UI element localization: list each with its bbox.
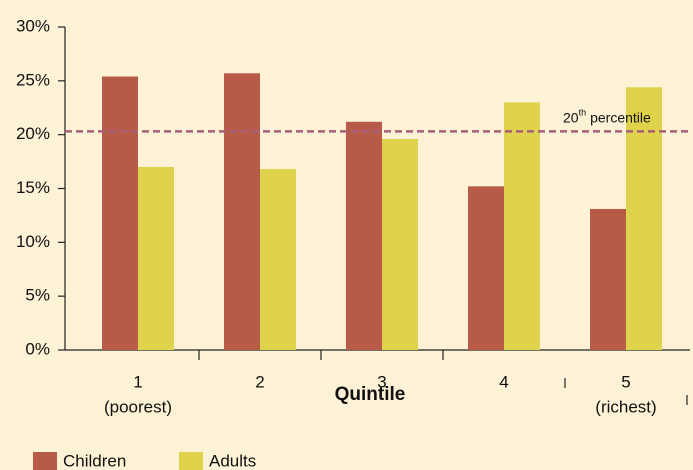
- reference-label: 20th percentile: [563, 108, 651, 125]
- bar: [468, 186, 504, 350]
- y-tick-label: 10%: [16, 232, 50, 251]
- y-tick-label: 15%: [16, 178, 50, 197]
- y-tick-label: 30%: [16, 16, 50, 35]
- y-tick-label: 25%: [16, 70, 50, 89]
- legend-label: Adults: [209, 451, 256, 470]
- x-tick-label: 5: [621, 372, 630, 391]
- x-tick-label: 3: [377, 372, 386, 391]
- x-tick-label: 1: [133, 372, 142, 391]
- y-tick-label: 20%: [16, 124, 50, 143]
- bar: [626, 87, 662, 350]
- y-tick-label: 0%: [25, 339, 50, 358]
- reference-label-number: 20: [563, 109, 579, 125]
- bar: [346, 121, 382, 350]
- y-tick-label: 5%: [25, 286, 50, 305]
- legend-label: Children: [63, 451, 126, 470]
- x-tick-sublabel: (poorest): [104, 397, 172, 416]
- bar: [224, 73, 260, 351]
- legend-swatch: [33, 452, 57, 470]
- x-tick-sublabel: (richest): [595, 397, 656, 416]
- bar: [504, 102, 540, 350]
- bar: [138, 166, 174, 350]
- x-axis-title: Quintile: [335, 384, 406, 405]
- legend-swatch: [179, 452, 203, 470]
- reference-label-text: percentile: [590, 109, 651, 125]
- bar: [260, 169, 296, 350]
- x-tick-label: 2: [255, 372, 264, 391]
- reference-label-sup: th: [579, 108, 587, 118]
- bar: [382, 138, 418, 350]
- bar: [102, 76, 138, 350]
- x-tick-label: 4: [499, 372, 508, 391]
- bar: [590, 208, 626, 350]
